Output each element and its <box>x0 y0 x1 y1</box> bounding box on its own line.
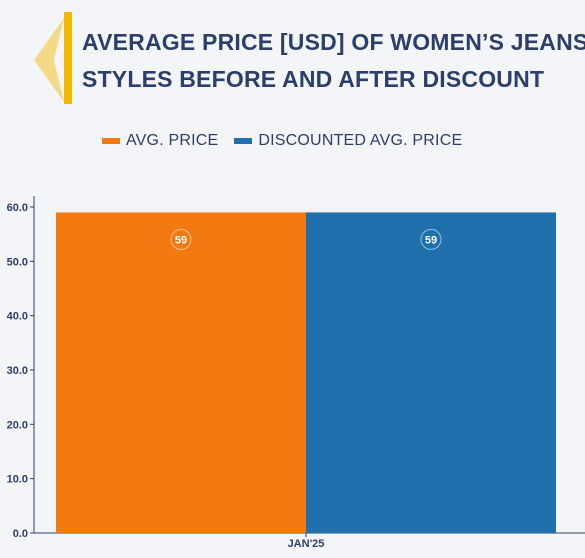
legend-item-avg-price[interactable]: AVG. PRICE <box>102 132 218 150</box>
legend-item-discounted-avg-price[interactable]: DISCOUNTED AVG. PRICE <box>234 132 462 150</box>
legend-label-discounted-avg-price: DISCOUNTED AVG. PRICE <box>258 132 463 149</box>
y-tick-label: 60.0 <box>7 202 28 214</box>
y-tick-label: 20.0 <box>7 419 28 431</box>
data-label-badge <box>170 228 192 250</box>
y-tick-label: 0.0 <box>13 528 28 540</box>
data-label: 59 <box>175 234 187 246</box>
x-tick-label: JAN'25 <box>288 538 325 550</box>
y-tick-label: 10.0 <box>7 474 28 486</box>
data-label-badge <box>420 228 442 250</box>
legend-swatch-discounted-avg-price <box>234 138 253 144</box>
legend: AVG. PRICE DISCOUNTED AVG. PRICE <box>102 132 478 150</box>
chevron-left-icon <box>34 12 72 104</box>
bar-avg-price[interactable] <box>56 212 306 533</box>
title-block: AVERAGE PRICE [USD] OF WOMEN’S JEANS STY… <box>30 12 585 104</box>
legend-label-avg-price: AVG. PRICE <box>126 132 219 149</box>
chart-title-line-1: AVERAGE PRICE [USD] OF WOMEN’S JEANS <box>82 29 585 55</box>
y-tick-label: 50.0 <box>7 256 28 268</box>
chart-title-line-2: STYLES BEFORE AND AFTER DISCOUNT <box>82 66 545 92</box>
data-label: 59 <box>425 234 437 246</box>
legend-swatch-avg-price <box>102 138 120 144</box>
y-tick-label: 40.0 <box>7 311 28 323</box>
y-tick-label: 30.0 <box>7 365 28 377</box>
chart-title: AVERAGE PRICE [USD] OF WOMEN’S JEANS STY… <box>82 24 585 98</box>
bar-discounted-avg-price[interactable] <box>306 212 556 533</box>
